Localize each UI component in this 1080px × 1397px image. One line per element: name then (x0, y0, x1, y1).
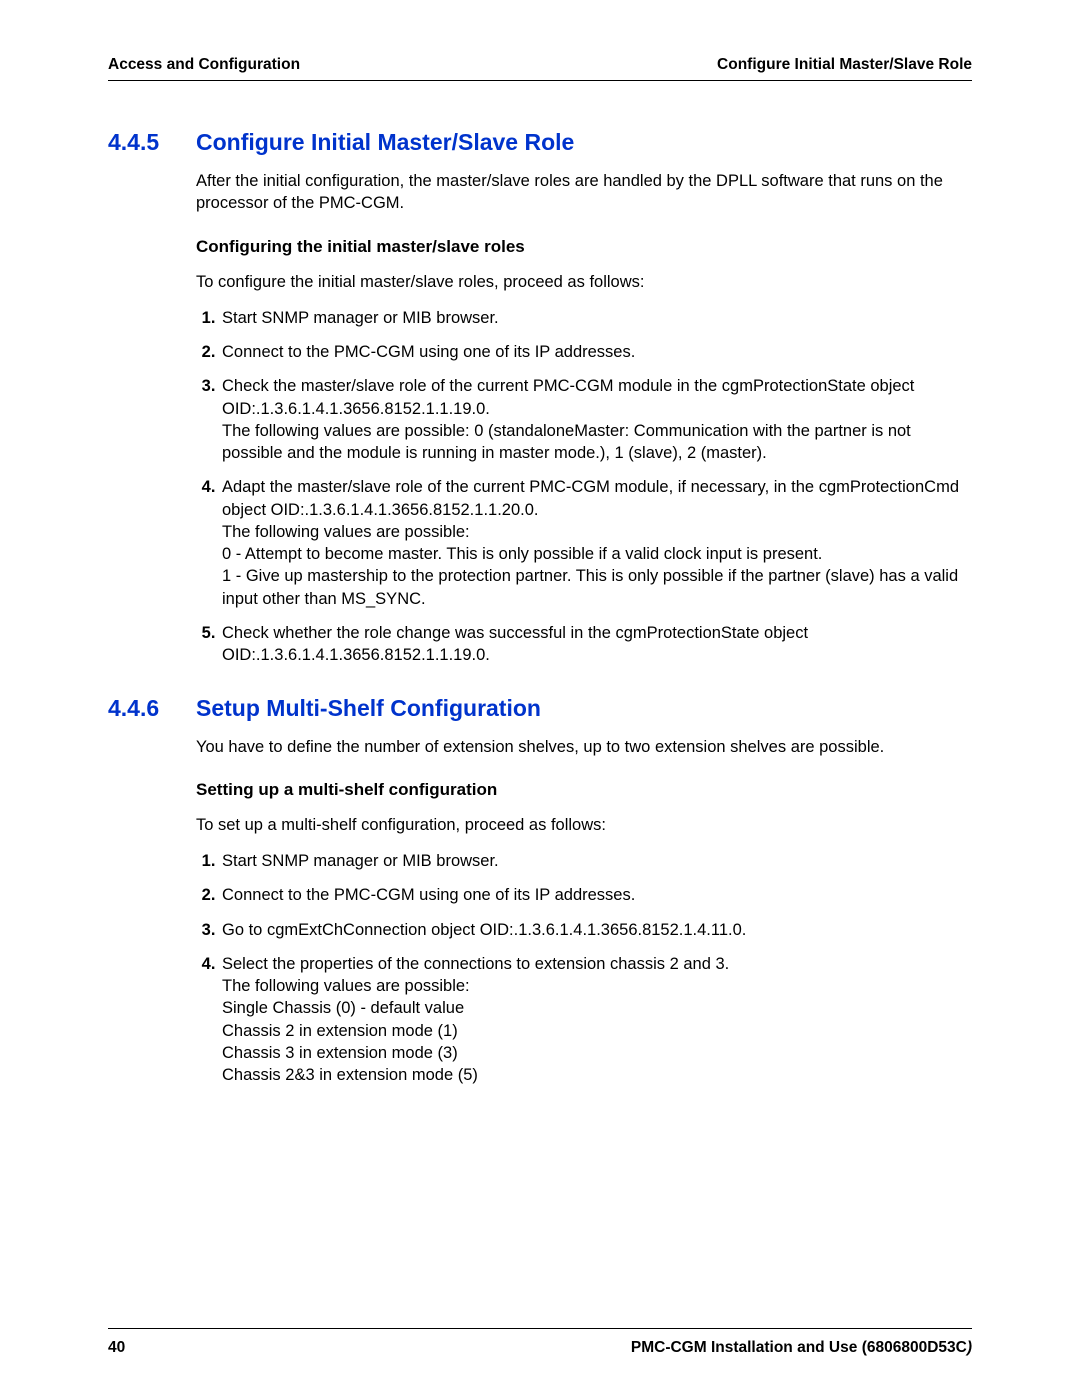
page-header: Access and Configuration Configure Initi… (108, 56, 972, 81)
section-number: 4.4.5 (108, 129, 196, 156)
subheading: Setting up a multi-shelf configuration (196, 780, 972, 800)
section-number: 4.4.6 (108, 695, 196, 722)
section-446-heading: 4.4.6 Setup Multi-Shelf Configuration (108, 695, 972, 722)
step-text: Check the master/slave role of the curre… (222, 377, 914, 462)
step-item: Check whether the role change was succes… (220, 622, 972, 667)
header-right: Configure Initial Master/Slave Role (717, 56, 972, 74)
page: Access and Configuration Configure Initi… (0, 0, 1080, 1397)
step-text: Start SNMP manager or MIB browser. (222, 852, 499, 870)
page-number: 40 (108, 1339, 125, 1357)
step-item: Start SNMP manager or MIB browser. (220, 307, 972, 329)
step-text: Adapt the master/slave role of the curre… (222, 478, 959, 607)
step-text: Start SNMP manager or MIB browser. (222, 309, 499, 327)
section-446-body: You have to define the number of extensi… (196, 736, 972, 1087)
step-text: Connect to the PMC-CGM using one of its … (222, 343, 635, 361)
step-text: Check whether the role change was succes… (222, 624, 808, 664)
footer-doc: PMC-CGM Installation and Use (6806800D53… (631, 1339, 972, 1357)
intro-paragraph: After the initial configuration, the mas… (196, 170, 972, 215)
section-445-body: After the initial configuration, the mas… (196, 170, 972, 667)
step-item: Start SNMP manager or MIB browser. (220, 850, 972, 872)
step-item: Connect to the PMC-CGM using one of its … (220, 341, 972, 363)
page-footer: 40 PMC-CGM Installation and Use (6806800… (108, 1328, 972, 1357)
step-item: Check the master/slave role of the curre… (220, 375, 972, 464)
step-item: Go to cgmExtChConnection object OID:.1.3… (220, 919, 972, 941)
lead-paragraph: To configure the initial master/slave ro… (196, 271, 972, 293)
steps-list-446: Start SNMP manager or MIB browser. Conne… (196, 850, 972, 1086)
step-item: Adapt the master/slave role of the curre… (220, 476, 972, 610)
header-left: Access and Configuration (108, 56, 300, 74)
footer-doc-id: (6806800D53C (862, 1339, 967, 1356)
step-item: Connect to the PMC-CGM using one of its … (220, 884, 972, 906)
step-item: Select the properties of the connections… (220, 953, 972, 1087)
section-title: Setup Multi-Shelf Configuration (196, 695, 541, 722)
footer-doc-id-tail: ) (967, 1339, 972, 1356)
step-text: Select the properties of the connections… (222, 955, 729, 1084)
steps-list-445: Start SNMP manager or MIB browser. Conne… (196, 307, 972, 667)
step-text: Go to cgmExtChConnection object OID:.1.3… (222, 921, 746, 939)
footer-doc-title: PMC-CGM Installation and Use (631, 1339, 862, 1356)
subheading: Configuring the initial master/slave rol… (196, 237, 972, 257)
intro-paragraph: You have to define the number of extensi… (196, 736, 972, 758)
lead-paragraph: To set up a multi-shelf configuration, p… (196, 814, 972, 836)
step-text: Connect to the PMC-CGM using one of its … (222, 886, 635, 904)
section-title: Configure Initial Master/Slave Role (196, 129, 574, 156)
section-445-heading: 4.4.5 Configure Initial Master/Slave Rol… (108, 129, 972, 156)
